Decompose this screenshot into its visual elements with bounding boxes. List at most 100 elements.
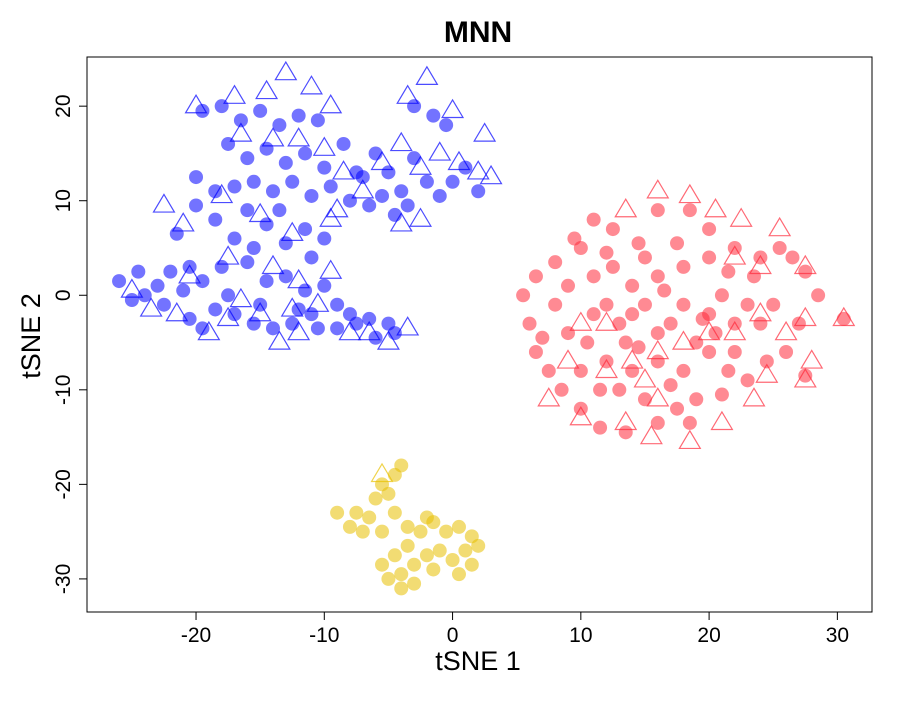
data-point-circle: [362, 311, 377, 326]
data-point-triangle: [299, 75, 323, 95]
data-point-circle: [695, 311, 710, 326]
data-point-circle: [310, 321, 325, 336]
data-point-triangle: [255, 79, 279, 100]
data-point-triangle: [832, 306, 856, 327]
data-point-triangle: [319, 207, 343, 227]
data-point-circle: [682, 203, 697, 218]
data-point-triangle: [415, 65, 439, 86]
data-point-triangle: [639, 424, 663, 445]
data-point-triangle: [216, 245, 240, 265]
data-point-circle: [637, 250, 652, 265]
data-point-circle: [387, 505, 402, 520]
data-point-circle: [753, 250, 768, 265]
data-point-circle: [182, 259, 197, 274]
data-point-circle: [310, 113, 325, 128]
data-point-circle: [676, 259, 691, 274]
data-point-triangle: [793, 368, 817, 388]
data-point-circle: [298, 146, 313, 161]
data-point-triangle: [473, 122, 497, 142]
data-point-triangle: [287, 127, 311, 147]
data-point-circle: [253, 103, 268, 118]
data-point-circle: [304, 188, 319, 203]
data-point-circle: [176, 283, 191, 298]
data-point-circle: [317, 231, 332, 246]
data-point-circle: [375, 188, 390, 203]
data-point-triangle: [447, 150, 471, 171]
data-point-circle: [836, 311, 851, 326]
data-point-circle: [586, 307, 601, 322]
data-point-triangle: [287, 320, 311, 341]
data-point-circle: [548, 297, 563, 312]
data-point-circle: [535, 330, 550, 345]
x-tick-label: 30: [826, 624, 849, 647]
data-point-triangle: [210, 183, 234, 204]
data-point-circle: [811, 288, 826, 303]
data-point-circle: [214, 259, 229, 274]
data-point-circle: [426, 562, 441, 577]
data-point-circle: [246, 240, 261, 255]
data-point-triangle: [332, 160, 356, 180]
data-point-circle: [567, 231, 582, 246]
data-point-triangle: [319, 259, 343, 279]
data-point-circle: [618, 335, 633, 350]
data-point-circle: [612, 382, 627, 397]
data-point-triangle: [614, 410, 638, 431]
data-point-triangle: [184, 93, 208, 114]
data-point-circle: [516, 288, 531, 303]
data-point-triangle: [569, 406, 593, 426]
data-point-circle: [278, 236, 293, 251]
data-point-circle: [599, 245, 614, 260]
data-point-circle: [605, 222, 620, 237]
x-tick-label: 20: [697, 624, 720, 647]
data-point-circle: [259, 274, 274, 289]
data-point-circle: [195, 321, 210, 336]
data-point-circle: [362, 510, 377, 525]
data-point-circle: [689, 335, 704, 350]
data-point-circle: [573, 363, 588, 378]
data-point-triangle: [408, 155, 433, 175]
data-point-circle: [240, 203, 255, 218]
data-point-circle: [342, 307, 357, 322]
data-point-circle: [362, 198, 377, 213]
data-point-circle: [573, 401, 588, 416]
data-point-triangle: [748, 254, 772, 275]
data-point-triangle: [139, 297, 163, 317]
data-point-triangle: [774, 320, 798, 341]
data-point-circle: [631, 236, 646, 251]
data-point-circle: [394, 184, 409, 199]
data-point-triangle: [287, 268, 311, 289]
chart-title: MNN: [444, 16, 512, 49]
data-point-triangle: [768, 216, 792, 237]
data-point-circle: [759, 354, 774, 369]
data-point-circle: [798, 264, 813, 279]
data-point-triangle: [633, 368, 657, 388]
data-point-circle: [798, 368, 813, 383]
x-axis: -20 -10 0 10 20 30: [181, 611, 849, 647]
y-tick-label: -20: [52, 469, 75, 499]
data-point-triangle: [704, 197, 728, 218]
y-tick-label: -30: [52, 564, 75, 594]
data-point-circle: [342, 519, 357, 534]
data-point-circle: [586, 212, 601, 227]
data-point-circle: [227, 179, 242, 194]
data-point-circle: [349, 505, 364, 520]
data-point-circle: [625, 278, 640, 293]
data-point-circle: [259, 217, 274, 232]
data-point-circle: [265, 321, 280, 336]
data-point-circle: [702, 222, 717, 237]
data-point-triangle: [370, 462, 394, 483]
data-point-circle: [394, 581, 409, 596]
data-point-triangle: [729, 207, 753, 227]
data-point-circle: [413, 524, 428, 539]
data-point-triangle: [614, 197, 638, 218]
data-point-triangle: [389, 212, 413, 232]
data-point-circle: [650, 354, 665, 369]
y-tick-label: 0: [52, 289, 75, 301]
data-point-circle: [580, 335, 595, 350]
data-point-circle: [278, 155, 293, 170]
data-point-circle: [375, 557, 390, 572]
data-point-circle: [426, 108, 441, 123]
data-point-triangle: [646, 387, 670, 407]
x-tick-label: 10: [569, 624, 592, 647]
data-point-circle: [394, 567, 409, 582]
